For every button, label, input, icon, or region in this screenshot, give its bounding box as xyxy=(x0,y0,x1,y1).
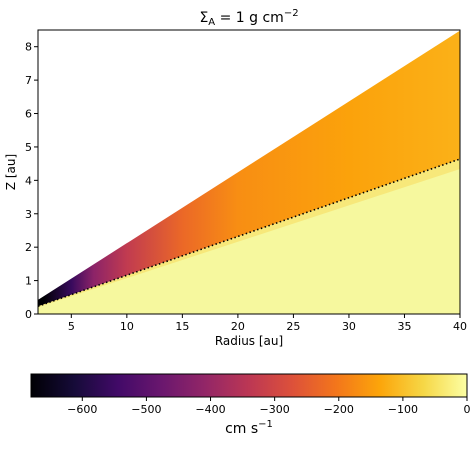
y-tick-label: 0 xyxy=(25,308,32,321)
chart-title: ΣA = 1 g cm−2 xyxy=(199,8,298,28)
y-tick-label: 2 xyxy=(25,241,32,254)
y-tick-label: 1 xyxy=(25,275,32,288)
colorbar-tick-label: −200 xyxy=(324,403,354,416)
y-tick-label: 8 xyxy=(25,41,32,54)
colorbar-label: cm s−1 xyxy=(225,419,273,437)
x-tick-label: 15 xyxy=(175,320,189,333)
y-tick-label: 5 xyxy=(25,141,32,154)
colorbar-tick-label: −100 xyxy=(388,403,418,416)
x-tick-label: 20 xyxy=(231,320,245,333)
x-tick-label: 30 xyxy=(342,320,356,333)
colorbar xyxy=(30,373,468,398)
colorbar-tick-label: 0 xyxy=(464,403,471,416)
x-tick-label: 25 xyxy=(286,320,300,333)
plot-frame xyxy=(37,29,461,315)
colorbar-tick-label: −400 xyxy=(195,403,225,416)
x-tick-label: 40 xyxy=(453,320,467,333)
colorbar-tick-label: −500 xyxy=(131,403,161,416)
y-tick-label: 6 xyxy=(25,108,32,121)
colorbar-tick-label: −300 xyxy=(260,403,290,416)
transition-band xyxy=(38,158,460,308)
y-tick-label: 3 xyxy=(25,208,32,221)
x-tick-label: 35 xyxy=(397,320,411,333)
x-tick-label: 5 xyxy=(68,320,75,333)
x-tick-label: 10 xyxy=(120,320,134,333)
y-axis-label: Z [au] xyxy=(4,154,18,190)
colorbar-tick-label: −600 xyxy=(67,403,97,416)
upper-wedge xyxy=(38,30,460,307)
dotted-boundary-line xyxy=(37,158,461,308)
y-tick-label: 7 xyxy=(25,74,32,87)
x-axis-label: Radius [au] xyxy=(215,334,283,348)
y-tick-label: 4 xyxy=(25,174,32,187)
